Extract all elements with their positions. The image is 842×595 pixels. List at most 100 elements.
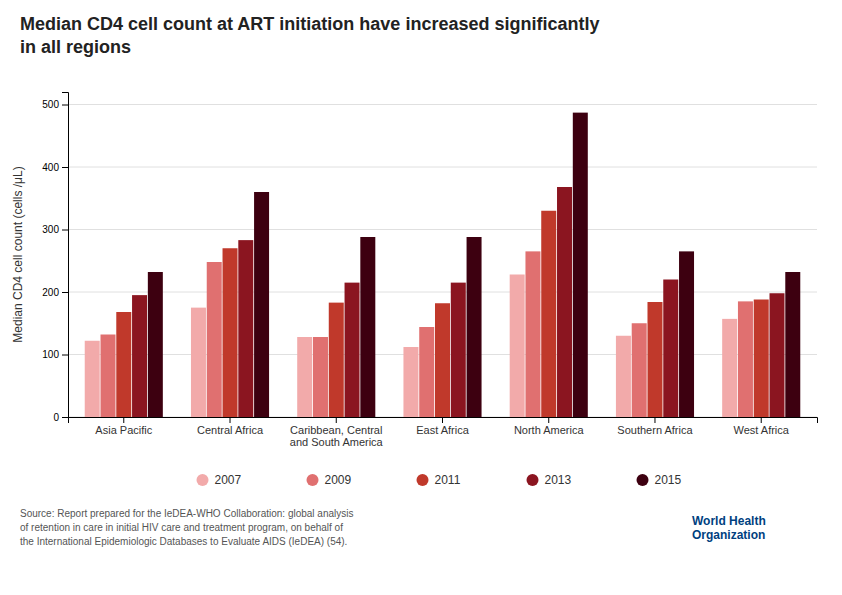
y-tick-mark [62,417,68,418]
x-axis: Asia Pacific Central Africa Caribbean, Cen… [69,417,818,448]
legend-swatch [307,474,319,486]
bar [101,335,116,418]
legend-item: 2009 [307,473,352,487]
legend-label: 2011 [435,473,461,487]
grid-line [68,229,817,230]
bar [116,312,131,417]
x-tick: Southern Africa [617,417,693,436]
grid-line [68,104,817,105]
bar-series [85,275,737,418]
legend-item: 2015 [637,473,682,487]
x-tick: North America [514,417,585,436]
bar [238,240,253,417]
x-tick-label: Caribbean, Centraland South America [290,424,384,449]
bar [573,113,588,417]
x-tick-label: Southern Africa [617,424,693,436]
y-tick-mark [62,105,68,106]
x-tick-mark [761,417,762,423]
bar [360,237,375,417]
bar-series [148,113,800,417]
y-tick-mark [62,230,68,231]
bar-series [116,211,768,417]
bar [754,300,769,418]
y-tick: 200 [42,287,68,298]
grid-line [68,167,817,168]
bar [345,283,360,417]
bar [557,187,572,417]
y-tick: 400 [42,162,68,173]
source-note: Source: Report prepared for the IeDEA-WH… [20,508,354,547]
x-axis-line [69,418,818,424]
bar [616,336,631,417]
bar [403,347,418,417]
bar [207,262,222,417]
y-tick-label: 0 [53,412,59,423]
bar [647,302,662,417]
bar [525,251,540,417]
grid-line [68,292,817,293]
y-tick-label: 300 [42,224,59,235]
bar [297,337,312,417]
y-tick-label: 100 [42,349,59,360]
grid [68,105,817,418]
bar [451,283,466,417]
bar [785,272,800,417]
bar [632,323,647,417]
x-tick-mark [336,417,337,423]
bar [313,337,328,417]
plot-area: 0 100 200 300 400 500 Median CD4 cell count (c… [11,93,818,449]
y-tick-mark [62,292,68,293]
bar-series [101,251,753,417]
bar [85,341,100,417]
x-tick: Central Africa [197,417,264,436]
legend-item: 2007 [197,473,242,487]
legend: 2007 2009 2011 2013 2015 [197,473,682,487]
legend-swatch [527,474,539,486]
y-tick-mark [62,167,68,168]
legend-label: 2013 [545,473,572,487]
x-tick-label: Asia Pacific [95,424,152,436]
y-tick-label: 200 [42,287,59,298]
bar [419,327,434,417]
x-tick-mark [442,417,443,423]
bar [738,301,753,417]
x-tick-label: Central Africa [197,424,264,436]
bar-series [132,187,784,417]
x-tick-label: East Africa [416,424,469,436]
bar [254,192,269,417]
y-tick-mark [62,355,68,356]
bar [132,295,147,417]
bar [191,308,206,417]
bar [722,319,737,417]
title: Median CD4 cell count at ART initiation … [20,14,599,57]
bar [329,303,344,417]
bar [467,237,482,417]
y-axis-title: Median CD4 cell count (cells /μL) [11,166,25,342]
bar [679,251,694,417]
x-tick-label: North America [514,424,585,436]
y-tick: 100 [42,349,68,360]
x-tick: East Africa [416,417,469,436]
y-axis: 0 100 200 300 400 500 [42,93,68,423]
bar [223,248,238,417]
y-tick: 0 [53,412,68,423]
y-tick-label: 500 [42,99,59,110]
chart: Median CD4 cell count at ART initiation … [0,0,842,595]
x-tick-label: West Africa [734,424,790,436]
legend-label: 2007 [215,473,242,487]
bar [435,303,450,417]
y-tick: 300 [42,224,68,235]
x-tick: Caribbean, Centraland South America [290,417,384,448]
annotation: World HealthOrganization [692,514,766,542]
x-tick: Asia Pacific [95,417,152,436]
legend-item: 2013 [527,473,572,487]
x-tick-mark [654,417,655,423]
x-tick: West Africa [734,417,790,436]
legend-swatch [417,474,429,486]
legend-swatch [197,474,209,486]
x-tick-mark [230,417,231,423]
legend-label: 2009 [325,473,352,487]
y-axis-line [62,93,69,418]
bar [770,293,785,417]
x-tick-mark [548,417,549,423]
